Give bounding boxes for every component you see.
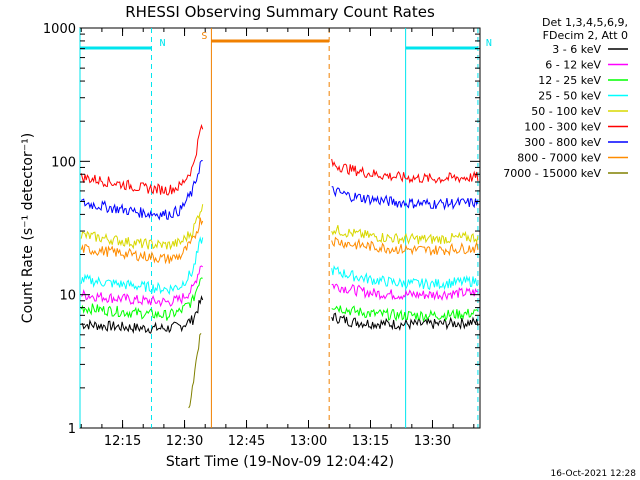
y-tick-label: 10 bbox=[59, 289, 76, 304]
series-3 bbox=[80, 236, 479, 296]
legend-label: 50 - 100 keV bbox=[531, 105, 601, 118]
y-axis-label: Count Rate (s⁻¹ detector⁻¹) bbox=[20, 133, 36, 323]
series-2 bbox=[80, 277, 479, 323]
series-line bbox=[331, 312, 479, 332]
legend-item: 800 - 7000 keV bbox=[517, 152, 628, 165]
series-7 bbox=[80, 217, 479, 265]
legend-label: 12 - 25 keV bbox=[538, 74, 601, 87]
flag-n-1: N bbox=[405, 28, 492, 428]
legend-header-line: Det 1,3,4,5,6,9, bbox=[542, 16, 628, 29]
flag-label: S bbox=[201, 31, 207, 42]
series-layer bbox=[80, 123, 479, 409]
legend-item: 50 - 100 keV bbox=[531, 105, 628, 118]
legend-label: 3 - 6 keV bbox=[552, 43, 601, 56]
series-line bbox=[331, 236, 479, 257]
series-0 bbox=[80, 295, 479, 335]
legend-label: 7000 - 15000 keV bbox=[503, 167, 601, 180]
flag-s-0: S bbox=[201, 28, 330, 428]
legend: 3 - 6 keV 6 - 12 keV 12 - 25 keV 25 - 50 ke… bbox=[503, 43, 628, 180]
y-tick-label: 100 bbox=[51, 155, 76, 170]
x-tick-label: 12:45 bbox=[228, 434, 265, 449]
y-tick-label: 1 bbox=[68, 422, 76, 437]
legend-label: 800 - 7000 keV bbox=[517, 152, 601, 165]
legend-item: 6 - 12 keV bbox=[545, 59, 628, 72]
series-line bbox=[80, 123, 204, 196]
series-line bbox=[80, 277, 203, 321]
x-tick-label: 12:30 bbox=[166, 434, 203, 449]
flag-layer: N NS bbox=[79, 28, 492, 428]
series-line bbox=[331, 305, 479, 323]
legend-item: 300 - 800 keV bbox=[524, 136, 628, 149]
series-line bbox=[80, 295, 204, 335]
x-tick-label: 12:15 bbox=[104, 434, 141, 449]
series-4 bbox=[80, 204, 479, 251]
legend-header-line: FDecim 2, Att 0 bbox=[543, 29, 628, 42]
footer-date: 16-Oct-2021 12:28 bbox=[551, 469, 637, 479]
legend-item: 100 - 300 keV bbox=[524, 121, 628, 134]
series-line bbox=[331, 283, 479, 302]
legend-item: 3 - 6 keV bbox=[552, 43, 628, 56]
series-line bbox=[80, 217, 204, 265]
series-line bbox=[80, 236, 204, 296]
series-line bbox=[331, 264, 479, 291]
series-1 bbox=[80, 265, 479, 308]
series-line bbox=[331, 186, 479, 211]
series-line bbox=[188, 333, 202, 409]
legend-label: 6 - 12 keV bbox=[545, 59, 601, 72]
legend-label: 25 - 50 keV bbox=[538, 90, 601, 103]
series-line bbox=[331, 225, 479, 245]
x-axis-label: Start Time (19-Nov-09 12:04:42) bbox=[166, 454, 394, 470]
flag-label: N bbox=[159, 38, 165, 49]
series-6 bbox=[80, 160, 479, 221]
legend-label: 100 - 300 keV bbox=[524, 121, 601, 134]
x-tick-label: 13:30 bbox=[414, 434, 451, 449]
x-tick-label: 13:00 bbox=[290, 434, 327, 449]
legend-item: 12 - 25 keV bbox=[538, 74, 628, 87]
legend-label: 300 - 800 keV bbox=[524, 136, 601, 149]
x-tick-label: 13:15 bbox=[352, 434, 389, 449]
axes-layer: 12:15 12:30 12:45 13:00 13:15 13:30 1 10 100 1000 bbox=[43, 22, 480, 449]
plot-frame bbox=[79, 27, 481, 429]
flag-n-0: N bbox=[79, 28, 166, 428]
legend-header: Det 1,3,4,5,6,9,FDecim 2, Att 0 bbox=[542, 16, 628, 42]
flag-label: N bbox=[486, 38, 492, 49]
series-line bbox=[80, 160, 203, 221]
y-tick-label: 1000 bbox=[43, 22, 76, 37]
series-5 bbox=[80, 123, 479, 196]
chart-title: RHESSI Observing Summary Count Rates bbox=[125, 3, 435, 21]
series-line bbox=[331, 158, 479, 184]
series-8 bbox=[188, 333, 202, 409]
legend-item: 7000 - 15000 keV bbox=[503, 167, 628, 180]
legend-item: 25 - 50 keV bbox=[538, 90, 628, 103]
series-line bbox=[80, 265, 203, 308]
series-line bbox=[80, 204, 204, 251]
